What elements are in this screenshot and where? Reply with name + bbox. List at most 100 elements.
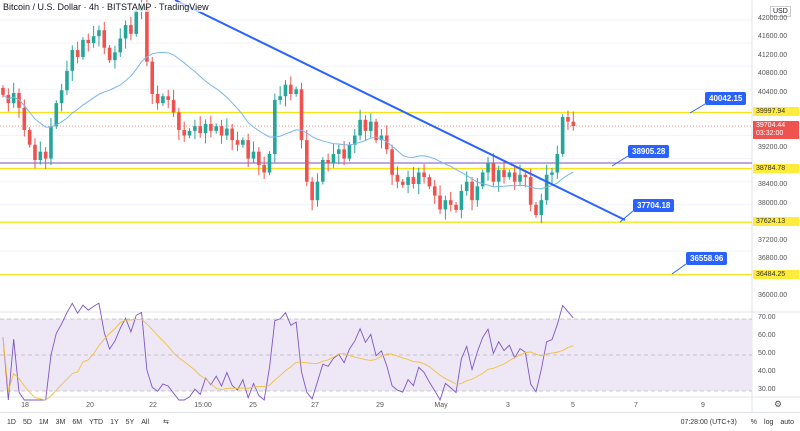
candle-body <box>528 177 533 205</box>
candle-body <box>155 93 160 104</box>
candle-body <box>283 84 288 97</box>
candle-body <box>475 186 480 201</box>
price-tick: 38400.00 <box>758 181 788 189</box>
candle-body <box>150 61 155 94</box>
candle-body <box>225 128 229 136</box>
candle-body <box>486 163 490 173</box>
chart-title: Bitcoin / U.S. Dollar · 4h · BITSTAMP · … <box>3 2 209 12</box>
candle-countdown: 03:32:00 <box>756 130 784 138</box>
candle-body <box>113 52 117 61</box>
current-price-tag: 39704.44 03:32:00 <box>753 121 799 140</box>
candle-body <box>518 174 522 182</box>
candle-body <box>145 6 149 62</box>
time-tick: 9 <box>701 402 705 409</box>
candle-body <box>27 129 32 145</box>
range-1y[interactable]: 1Y <box>110 418 119 426</box>
candle-body <box>177 112 181 130</box>
candle-body <box>70 50 75 71</box>
candle-body <box>352 135 357 145</box>
candle-body <box>214 126 218 131</box>
rsi-tick: 50.00 <box>758 350 776 357</box>
trend-line[interactable] <box>174 0 626 221</box>
compare-icon[interactable]: ⇆ <box>163 419 169 426</box>
candle-body <box>379 135 384 141</box>
current-price: 39704.44 <box>756 122 786 130</box>
candle-body <box>438 195 442 210</box>
percent-toggle[interactable]: % <box>750 418 758 426</box>
candle-body <box>539 200 544 215</box>
candle-body <box>198 126 203 134</box>
range-ytd[interactable]: YTD <box>89 418 104 426</box>
candle-body <box>193 126 197 131</box>
candle-body <box>411 177 416 185</box>
candle-body <box>59 90 64 104</box>
candle-body <box>123 25 128 39</box>
candle-body <box>81 39 85 57</box>
price-callout[interactable]: 36558.96 <box>686 252 728 265</box>
price-callout[interactable]: 37704.18 <box>633 199 675 212</box>
candle-body <box>182 129 187 136</box>
candle-body <box>97 30 101 37</box>
candle-body <box>241 140 245 145</box>
rsi-ma-line <box>2 318 574 401</box>
candle-body <box>209 123 213 131</box>
clock: 07:28:00 (UTC+3) <box>680 418 737 426</box>
candle-body <box>257 151 261 166</box>
candle-body <box>491 163 496 182</box>
candle-body <box>390 149 394 175</box>
candle-body <box>427 177 432 187</box>
auto-toggle[interactable]: auto <box>780 418 794 426</box>
price-tick: 40400.00 <box>758 88 788 96</box>
candle-body <box>406 177 410 185</box>
candle-body <box>358 119 362 136</box>
candle-body <box>43 151 48 159</box>
range-all[interactable]: All <box>141 418 150 426</box>
candle-body <box>251 151 256 159</box>
price-callout[interactable]: 40042.15 <box>705 92 747 105</box>
candle-body <box>65 70 69 91</box>
range-1d[interactable]: 1D <box>7 418 16 426</box>
price-tick: 36000.00 <box>758 292 788 300</box>
log-toggle[interactable]: log <box>764 418 774 426</box>
candle-body <box>502 170 506 178</box>
candle-body <box>422 172 426 178</box>
time-tick: May <box>434 402 448 409</box>
candle-body <box>470 181 474 201</box>
settings-icon[interactable]: ⚙ <box>773 399 783 409</box>
rsi-tick: 40.00 <box>758 368 776 375</box>
rsi-tick: 60.00 <box>758 332 776 339</box>
range-6m[interactable]: 6M <box>72 418 83 426</box>
currency-selector[interactable]: USD <box>770 6 791 17</box>
candle-body <box>273 99 277 154</box>
candle-body <box>432 186 437 196</box>
range-5d[interactable]: 5D <box>22 418 32 426</box>
moving-average-line <box>2 51 574 190</box>
chart-canvas[interactable] <box>0 0 800 412</box>
candle-body <box>86 39 91 44</box>
range-5y[interactable]: 5Y <box>125 418 135 426</box>
candle-body <box>459 190 464 210</box>
candle-body <box>171 99 176 113</box>
candle-body <box>54 103 59 127</box>
rsi-tick: 30.00 <box>758 386 776 393</box>
candle-body <box>443 200 448 210</box>
candle-body <box>91 36 96 44</box>
range-1m[interactable]: 1M <box>38 418 49 426</box>
rsi-tick: 70.00 <box>758 314 776 321</box>
candle-body <box>347 144 352 159</box>
time-tick: 7 <box>634 402 638 409</box>
candle-body <box>278 96 282 100</box>
candle-body <box>310 181 314 201</box>
candle-body <box>22 107 27 130</box>
range-3m[interactable]: 3M <box>55 418 66 426</box>
price-callout[interactable]: 38905.28 <box>628 145 670 158</box>
candle-body <box>294 89 298 94</box>
candle-body <box>395 174 400 182</box>
time-tick: 22 <box>149 402 157 409</box>
callout-leader <box>611 155 629 167</box>
candle-body <box>134 10 139 34</box>
price-tick: 39200.00 <box>758 144 788 152</box>
candle-body <box>550 172 554 175</box>
candle-body <box>416 172 421 185</box>
candle-body <box>555 153 560 173</box>
